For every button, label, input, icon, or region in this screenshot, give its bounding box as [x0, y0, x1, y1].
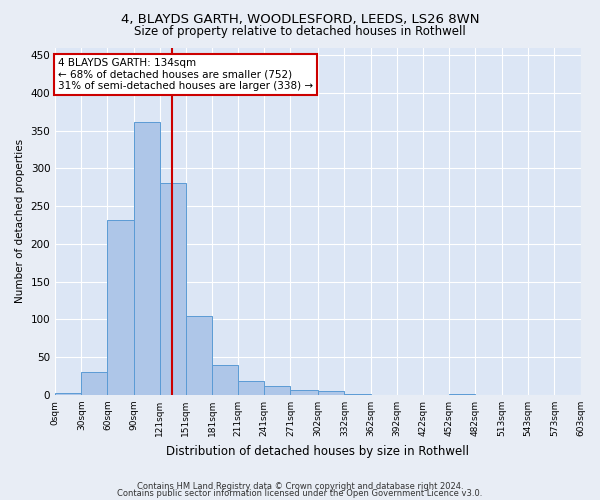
Bar: [449, 394, 475, 395]
Y-axis label: Number of detached properties: Number of detached properties: [15, 139, 25, 304]
Text: Contains HM Land Registry data © Crown copyright and database right 2024.: Contains HM Land Registry data © Crown c…: [137, 482, 463, 491]
Bar: [264, 386, 290, 395]
Text: Size of property relative to detached houses in Rothwell: Size of property relative to detached ho…: [134, 25, 466, 38]
Bar: [82, 372, 107, 395]
Bar: [186, 316, 212, 395]
Bar: [290, 390, 318, 395]
Bar: [55, 394, 82, 395]
Bar: [212, 364, 238, 395]
X-axis label: Distribution of detached houses by size in Rothwell: Distribution of detached houses by size …: [166, 444, 469, 458]
Bar: [160, 184, 186, 395]
Bar: [238, 382, 264, 395]
Bar: [107, 220, 134, 395]
Bar: [344, 394, 371, 395]
Text: 4 BLAYDS GARTH: 134sqm
← 68% of detached houses are smaller (752)
31% of semi-de: 4 BLAYDS GARTH: 134sqm ← 68% of detached…: [58, 58, 313, 91]
Text: 4, BLAYDS GARTH, WOODLESFORD, LEEDS, LS26 8WN: 4, BLAYDS GARTH, WOODLESFORD, LEEDS, LS2…: [121, 12, 479, 26]
Bar: [134, 122, 160, 395]
Text: Contains public sector information licensed under the Open Government Licence v3: Contains public sector information licen…: [118, 489, 482, 498]
Bar: [318, 391, 344, 395]
